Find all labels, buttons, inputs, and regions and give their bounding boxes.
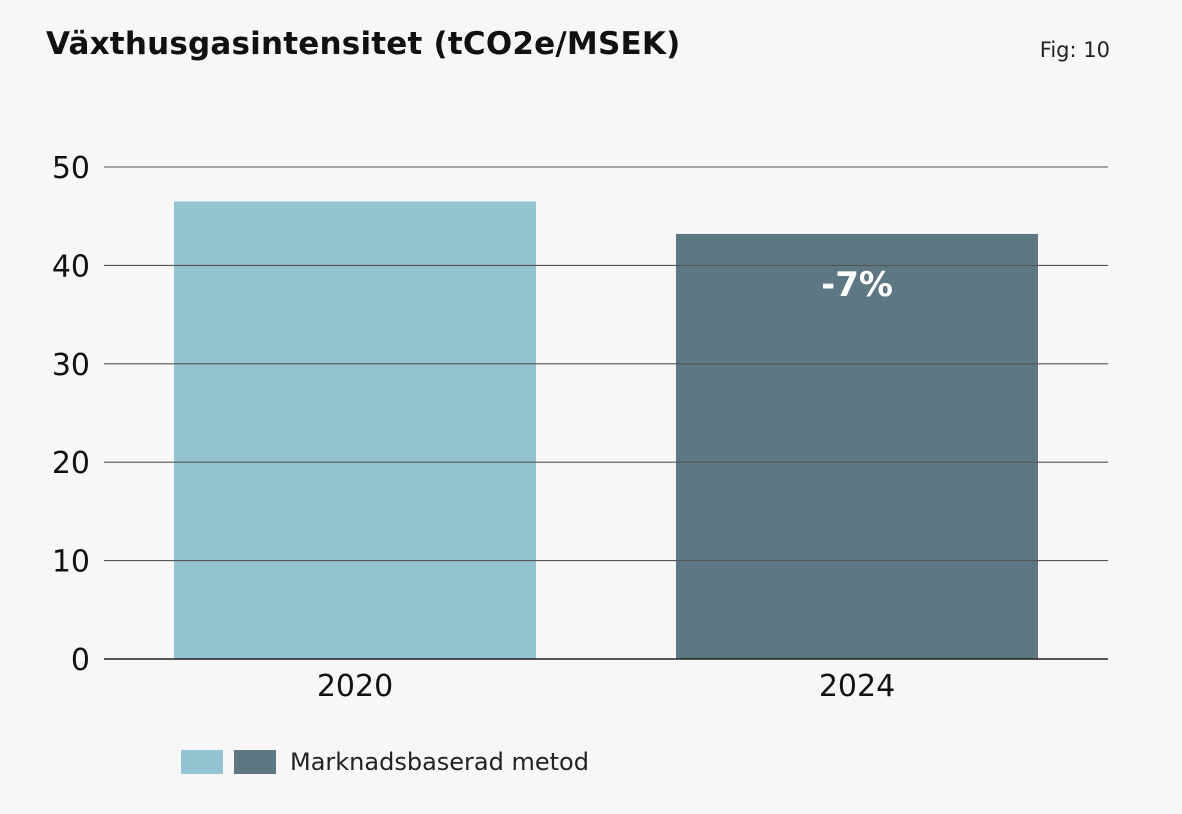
figure-number: Fig: 10: [1039, 38, 1110, 62]
legend: Marknadsbaserad metod: [181, 748, 589, 776]
y-tick-label-10: 10: [52, 545, 90, 580]
legend-label: Marknadsbaserad metod: [290, 748, 589, 776]
y-tick-label-50: 50: [52, 151, 90, 186]
y-tick-label-40: 40: [52, 249, 90, 284]
y-tick-label-20: 20: [52, 446, 90, 481]
x-tick-label-2020: 2020: [317, 669, 393, 704]
legend-swatch-2024: [234, 750, 276, 774]
y-tick-label-30: 30: [52, 348, 90, 383]
bar-2020: [174, 201, 536, 659]
bar-2024: [676, 233, 1038, 660]
x-tick-label-2024: 2024: [819, 669, 895, 704]
legend-swatch-2020: [181, 750, 223, 774]
bar-annotation-2024: -7%: [821, 265, 893, 305]
chart-title: Växthusgasintensitet (tCO2e/MSEK): [46, 26, 681, 62]
y-tick-label-0: 0: [71, 643, 90, 678]
